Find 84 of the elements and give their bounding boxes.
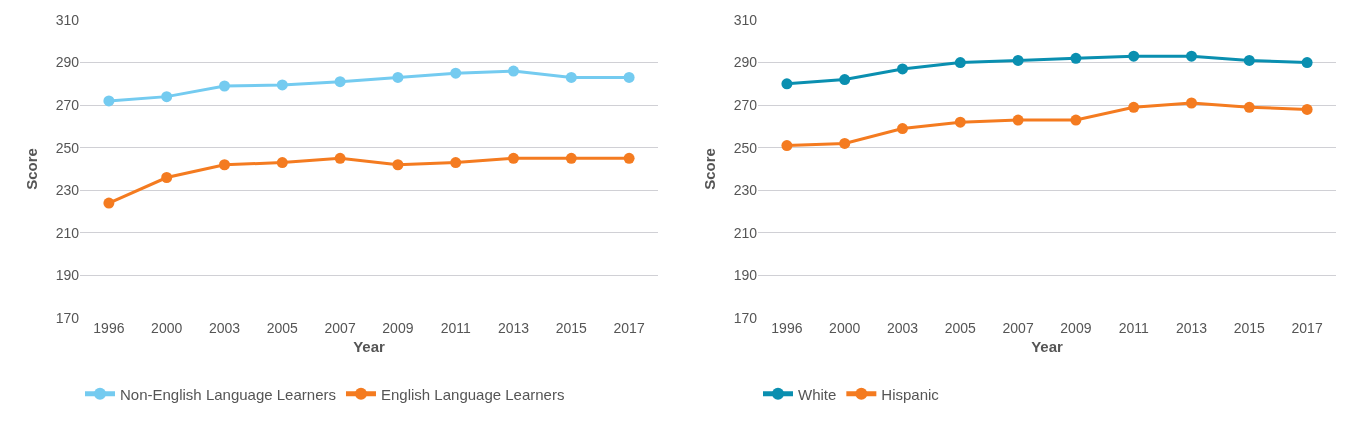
point <box>334 76 346 88</box>
point <box>1301 103 1313 115</box>
point <box>623 152 635 164</box>
y-tick-label: 230 <box>733 182 758 199</box>
x-tick-label: 2003 <box>208 320 241 336</box>
point <box>161 91 173 103</box>
y-axis-title: Score <box>700 148 718 190</box>
point <box>897 123 908 135</box>
point <box>1186 97 1197 109</box>
x-tick-label: 2013 <box>497 320 530 336</box>
x-tick-label: 2005 <box>266 320 299 336</box>
point <box>839 74 851 86</box>
y-tick-label: 250 <box>733 139 758 156</box>
x-tick-label: 2009 <box>382 320 414 336</box>
legend-label: Hispanic <box>881 385 940 403</box>
y-tick-label: 190 <box>733 267 758 284</box>
point <box>839 137 851 149</box>
y-tick-label: 270 <box>55 97 80 114</box>
x-tick-label: 2007 <box>1002 320 1034 336</box>
point <box>276 79 288 91</box>
y-tick-label: 190 <box>55 267 80 284</box>
point <box>219 159 230 171</box>
point <box>954 116 966 128</box>
point <box>392 159 404 171</box>
point <box>1012 54 1024 66</box>
x-tick-label: 1996 <box>93 320 125 336</box>
y-axis-title: Score <box>22 148 40 190</box>
y-tick-label: 310 <box>55 11 80 28</box>
point <box>565 71 577 83</box>
x-tick-label: 2017 <box>613 320 645 336</box>
point <box>781 140 793 152</box>
point <box>565 152 577 164</box>
x-tick-label: 2005 <box>944 320 977 336</box>
y-tick-label: 250 <box>55 139 80 156</box>
legend-label: White <box>798 385 837 403</box>
point <box>508 152 519 164</box>
legend-label: Non-English Language Learners <box>120 385 336 403</box>
x-tick-label: 2013 <box>1175 320 1208 336</box>
point <box>276 157 288 169</box>
point <box>1243 101 1255 113</box>
x-axis-title: Year <box>1031 338 1064 355</box>
legend-label: English Language Learners <box>380 385 565 403</box>
x-tick-label: 2015 <box>1233 320 1266 336</box>
point <box>781 78 793 90</box>
point <box>1070 114 1082 126</box>
point <box>508 65 519 77</box>
x-axis-title: Year <box>353 338 386 355</box>
point <box>450 67 462 79</box>
point <box>1186 50 1197 62</box>
y-tick-label: 270 <box>733 97 758 114</box>
x-tick-label: 2017 <box>1291 320 1323 336</box>
point <box>1128 50 1140 62</box>
point <box>161 172 173 184</box>
point <box>1012 114 1024 126</box>
point <box>1128 101 1140 113</box>
point <box>103 197 115 209</box>
y-tick-label: 310 <box>733 11 758 28</box>
point <box>1243 54 1255 66</box>
y-tick-label: 170 <box>733 309 758 326</box>
y-tick-label: 290 <box>733 54 758 71</box>
x-tick-label: 2011 <box>440 320 471 336</box>
point <box>392 71 404 83</box>
x-tick-label: 2009 <box>1060 320 1092 336</box>
x-tick-label: 2011 <box>1118 320 1149 336</box>
x-tick-label: 2000 <box>829 320 861 336</box>
x-tick-label: 1996 <box>771 320 803 336</box>
point <box>623 71 635 83</box>
point <box>954 57 966 69</box>
point <box>1070 52 1082 64</box>
point <box>103 95 115 107</box>
y-tick-label: 230 <box>55 182 80 199</box>
point <box>450 157 462 169</box>
point <box>1301 57 1313 69</box>
y-tick-label: 290 <box>55 54 80 71</box>
point <box>897 63 908 75</box>
x-tick-label: 2003 <box>886 320 919 336</box>
x-tick-label: 2015 <box>555 320 588 336</box>
y-tick-label: 170 <box>55 309 80 326</box>
y-tick-label: 210 <box>733 224 758 241</box>
point <box>334 152 346 164</box>
x-tick-label: 2000 <box>151 320 183 336</box>
point <box>219 80 230 92</box>
x-tick-label: 2007 <box>324 320 356 336</box>
y-tick-label: 210 <box>55 224 80 241</box>
